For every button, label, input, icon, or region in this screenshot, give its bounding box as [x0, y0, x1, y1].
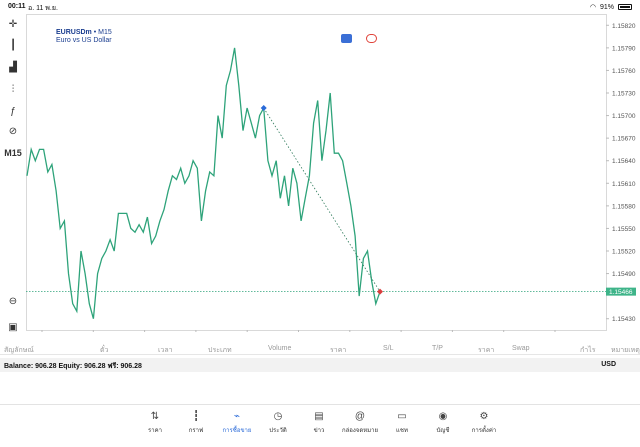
- y-tick-label: 1.15520: [612, 249, 636, 256]
- col-comment: หมายเหตุ: [611, 347, 640, 354]
- nav-label: ข่าว: [313, 428, 325, 434]
- trade-icon: ⌁: [233, 411, 241, 422]
- bottom-nav: ⇅ ราคา ┇ กราฟ ⌁ การซื้อขาย ◷ ประวัติ ▤ ข…: [0, 404, 640, 447]
- chart-toolbar: ✛ ┃ ▟ ⫶ ƒ ⊘ M15 ⊖ ▣: [0, 14, 26, 333]
- nav-settings[interactable]: ⚙ การตั้งค่า: [464, 410, 504, 435]
- y-tick-label: 1.15610: [612, 181, 636, 188]
- status-bar: 00:11 อ. 11 พ.ย. ◠ 91%: [0, 0, 640, 14]
- clock: 00:11: [8, 3, 26, 10]
- col-swap: Swap: [512, 345, 530, 352]
- nav-trade[interactable]: ⌁ การซื้อขาย: [217, 410, 257, 435]
- y-tick-label: 1.15700: [612, 113, 636, 120]
- exit-marker: [377, 288, 383, 295]
- trade-connector-line: [263, 107, 381, 292]
- y-tick-label: 1.15490: [612, 271, 636, 278]
- indicators-icon[interactable]: ⫶: [11, 83, 15, 95]
- symbol-label[interactable]: EURUSDm • M15: [56, 29, 112, 36]
- current-price-label: 1.15466: [609, 289, 633, 296]
- account-icon: ◉: [438, 411, 448, 422]
- y-tick-label: 1.15640: [612, 158, 636, 165]
- symbol-sep: •: [93, 29, 99, 36]
- nav-label: ประวัติ: [269, 428, 287, 434]
- y-tick-label: 1.15580: [612, 203, 636, 210]
- nav-label: การซื้อขาย: [222, 428, 252, 434]
- price-chart[interactable]: 1.15820 1.15790 1.15760 1.15730 1.15700 1.156…: [26, 14, 640, 340]
- chart-area[interactable]: 1.15820 1.15790 1.15760 1.15730 1.15700 1.156…: [26, 14, 640, 340]
- nav-history[interactable]: ◷ ประวัติ: [258, 410, 298, 435]
- battery-icon: [618, 4, 632, 10]
- battery-level: 91%: [599, 3, 614, 11]
- wifi-icon: ◠: [589, 4, 596, 11]
- one-click-buy-button[interactable]: [366, 34, 377, 43]
- y-tick-label: 1.15430: [612, 316, 636, 323]
- col-type: ประเภท: [208, 347, 232, 354]
- one-click-sell-button[interactable]: [341, 34, 352, 43]
- y-tick-label: 1.15670: [612, 136, 636, 143]
- nav-news[interactable]: ▤ ข่าว: [299, 410, 339, 435]
- bar-chart-icon[interactable]: ▟: [9, 61, 17, 73]
- symbol-description: Euro vs US Dollar: [56, 37, 112, 44]
- symbol-name: EURUSDm: [56, 29, 92, 36]
- y-tick-label: 1.15760: [612, 68, 636, 75]
- col-symbol: สัญลักษณ์: [4, 347, 34, 354]
- y-tick-label: 1.15820: [612, 23, 636, 30]
- nav-chat[interactable]: ▭ แชท: [382, 410, 422, 435]
- status-right: ◠ 91%: [590, 3, 632, 11]
- price-series-line: [26, 47, 381, 319]
- zoom-icon[interactable]: ⊖: [8, 295, 18, 307]
- objects-icon[interactable]: ⊘: [8, 125, 18, 137]
- trade-panel-icon[interactable]: ▣: [8, 321, 18, 333]
- nav-mailbox[interactable]: @ กล่องจดหมาย: [340, 410, 380, 435]
- nav-quotes[interactable]: ⇅ ราคา: [135, 410, 175, 435]
- y-tick-label: 1.15730: [612, 91, 636, 98]
- col-sl: S/L: [383, 345, 394, 352]
- date: อ. 11 พ.ย.: [28, 5, 58, 12]
- col-tp: T/P: [432, 345, 443, 352]
- nav-account[interactable]: ◉ บัญชี: [423, 410, 463, 435]
- col-price: ราคา: [330, 347, 347, 354]
- entry-marker: [260, 105, 267, 112]
- col-ticket: ตั๋ว: [100, 347, 109, 354]
- col-time: เวลา: [158, 347, 173, 354]
- col-profit: กำไร: [580, 347, 596, 354]
- candles-icon[interactable]: ┃: [9, 39, 17, 51]
- nav-label: กราฟ: [188, 428, 204, 434]
- nav-label: แชท: [396, 428, 408, 434]
- function-icon[interactable]: ƒ: [10, 105, 16, 117]
- current-price-box: [606, 287, 636, 296]
- candles-icon: ┇: [192, 411, 200, 422]
- symbol-timeframe: M15: [98, 29, 112, 36]
- timeframe-button[interactable]: M15: [4, 148, 22, 158]
- y-tick-label: 1.15550: [612, 226, 636, 233]
- plot-frame: [26, 14, 607, 331]
- balance-text: Balance: 906.28 Equity: 906.28 ฟรี: 906.…: [4, 363, 142, 370]
- y-tick-label: 1.15790: [612, 45, 636, 52]
- nav-label: บัญชี: [436, 428, 450, 434]
- balance-bar: Balance: 906.28 Equity: 906.28 ฟรี: 906.…: [0, 358, 640, 372]
- quotes-icon: ⇅: [150, 411, 160, 422]
- news-icon: ▤: [314, 411, 324, 422]
- nav-label: การตั้งค่า: [471, 428, 497, 434]
- crosshair-icon[interactable]: ✛: [8, 18, 18, 30]
- col-volume: Volume: [268, 345, 292, 352]
- history-icon: ◷: [273, 411, 283, 422]
- nav-label: กล่องจดหมาย: [341, 428, 379, 434]
- settings-icon: ⚙: [479, 411, 489, 422]
- nav-chart[interactable]: ┇ กราฟ: [176, 410, 216, 435]
- mailbox-icon: @: [354, 411, 366, 422]
- chat-icon: ▭: [397, 411, 407, 422]
- nav-label: ราคา: [148, 428, 162, 434]
- balance-currency: USD: [601, 361, 616, 368]
- trade-columns-header: สัญลักษณ์ ตั๋ว เวลา ประเภท Volume ราคา S…: [0, 343, 640, 355]
- col-price-current: ราคา: [478, 347, 495, 354]
